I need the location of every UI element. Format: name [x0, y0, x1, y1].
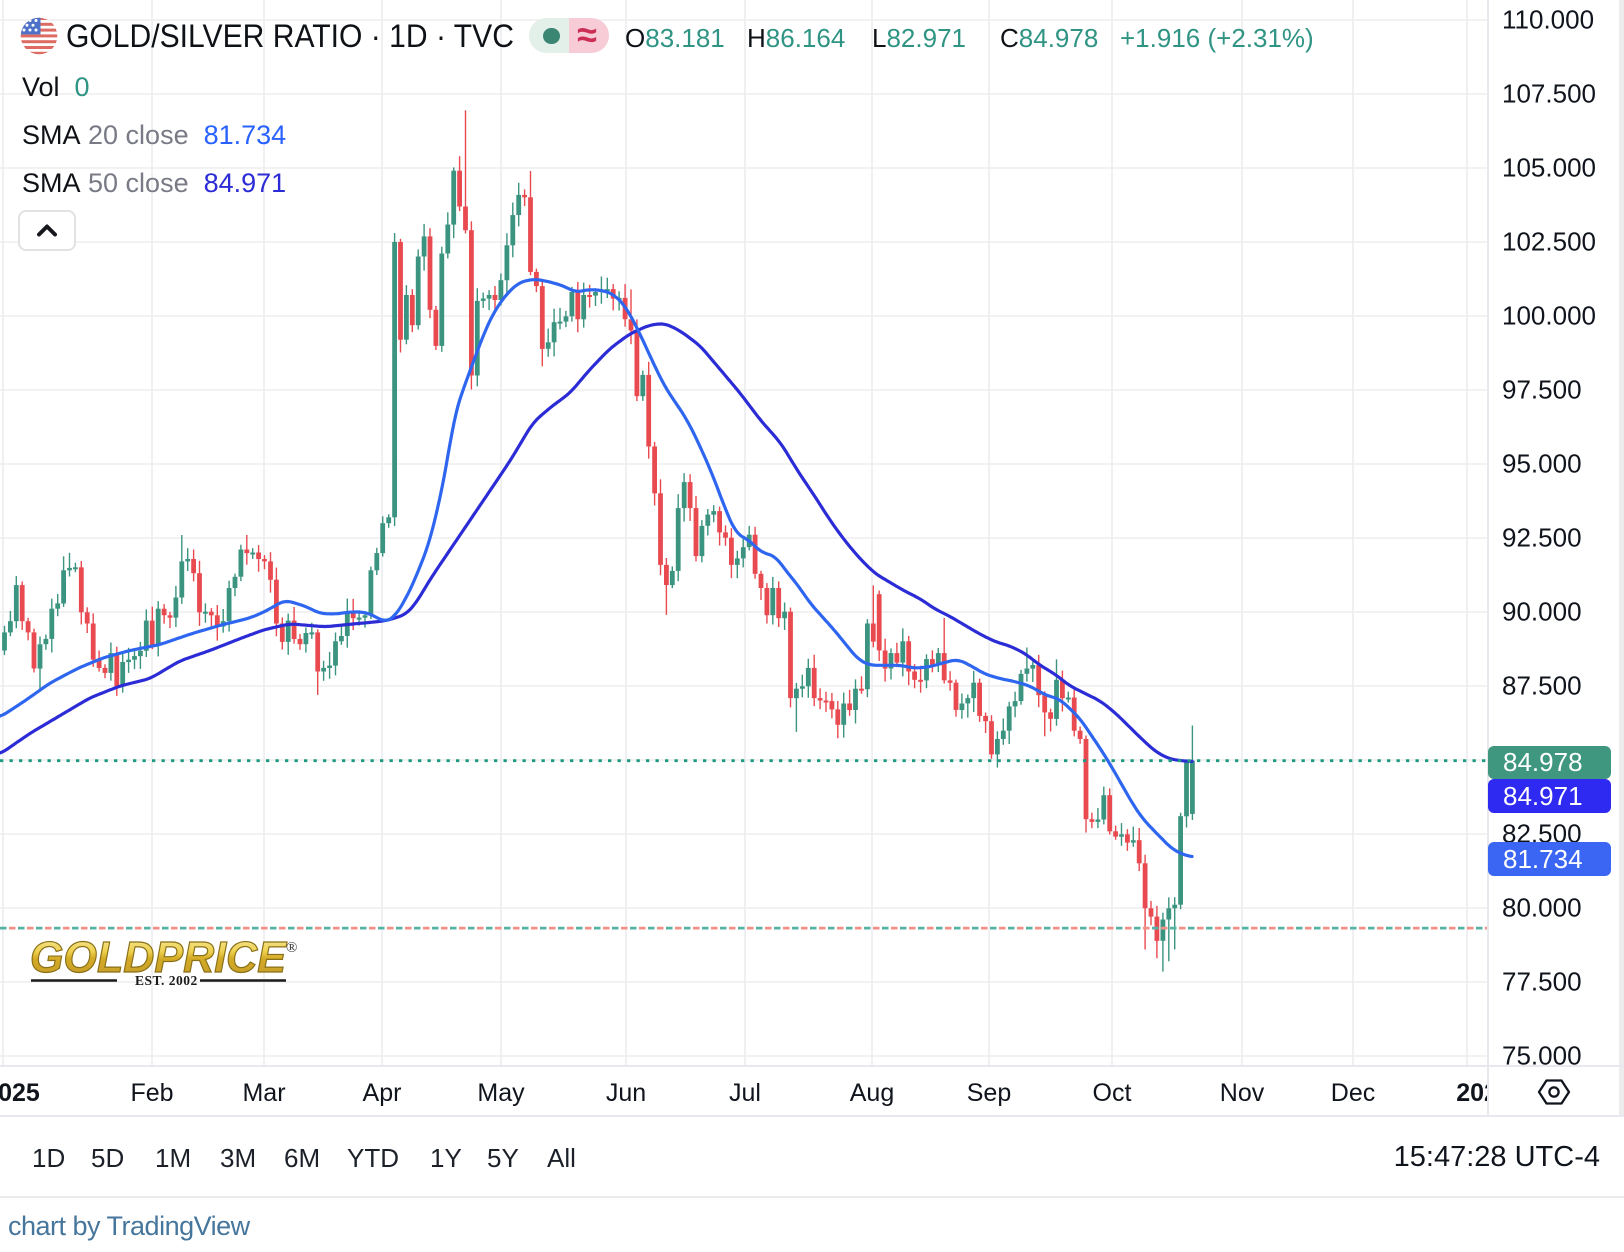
- svg-text:GOLDPRICE: GOLDPRICE: [30, 933, 288, 982]
- svg-text:EST. 2002: EST. 2002: [135, 973, 198, 988]
- svg-text:®: ®: [286, 940, 297, 956]
